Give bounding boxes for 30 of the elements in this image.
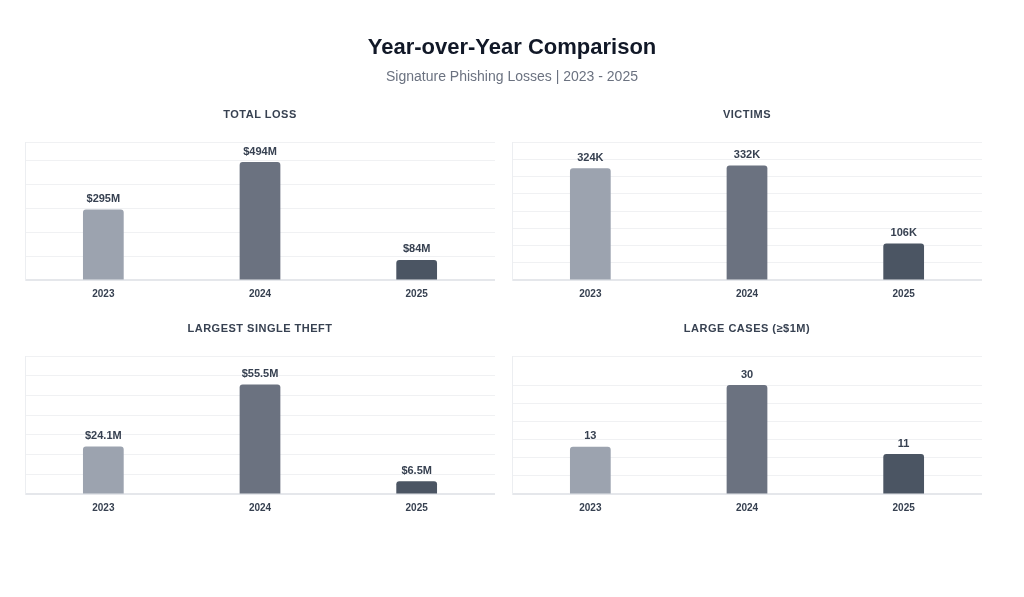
data-label: $55.5M bbox=[241, 367, 279, 380]
chart-title: LARGE CASES (≥$1M) bbox=[682, 322, 812, 336]
chart-title: LARGEST SINGLE THEFT bbox=[186, 322, 334, 336]
x-tick-label: 2023 bbox=[92, 501, 115, 513]
data-label: $84M bbox=[402, 242, 431, 255]
data-label: 11 bbox=[897, 436, 910, 449]
x-tick-label: 2024 bbox=[735, 501, 759, 513]
x-tick-label: 2023 bbox=[92, 287, 115, 299]
x-tick-label: 2025 bbox=[892, 287, 916, 299]
chart-title: TOTAL LOSS bbox=[222, 108, 298, 122]
text: Signature Phishing Losses | 2023 - 2025 bbox=[385, 68, 639, 84]
data-label: 106K bbox=[890, 225, 917, 238]
data-label: 30 bbox=[740, 367, 754, 380]
text: Year-over-Year Comparison bbox=[366, 34, 658, 60]
data-label: 324K bbox=[577, 150, 604, 163]
x-tick-label: 2024 bbox=[735, 287, 759, 299]
data-label: $494M bbox=[243, 144, 277, 157]
x-tick-label: 2024 bbox=[248, 501, 272, 513]
x-tick-label: 2023 bbox=[579, 501, 602, 513]
data-label: $6.5M bbox=[401, 463, 432, 476]
x-tick-label: 2025 bbox=[405, 501, 429, 513]
chart-title: VICTIMS bbox=[721, 108, 773, 122]
data-label: $24.1M bbox=[84, 429, 122, 442]
x-tick-label: 2023 bbox=[579, 287, 602, 299]
data-label: 332K bbox=[733, 147, 761, 160]
data-label: 13 bbox=[584, 429, 597, 442]
data-label: $295M bbox=[86, 192, 121, 205]
x-tick-label: 2025 bbox=[892, 501, 916, 513]
x-tick-label: 2024 bbox=[248, 287, 272, 299]
x-tick-label: 2025 bbox=[405, 287, 429, 299]
